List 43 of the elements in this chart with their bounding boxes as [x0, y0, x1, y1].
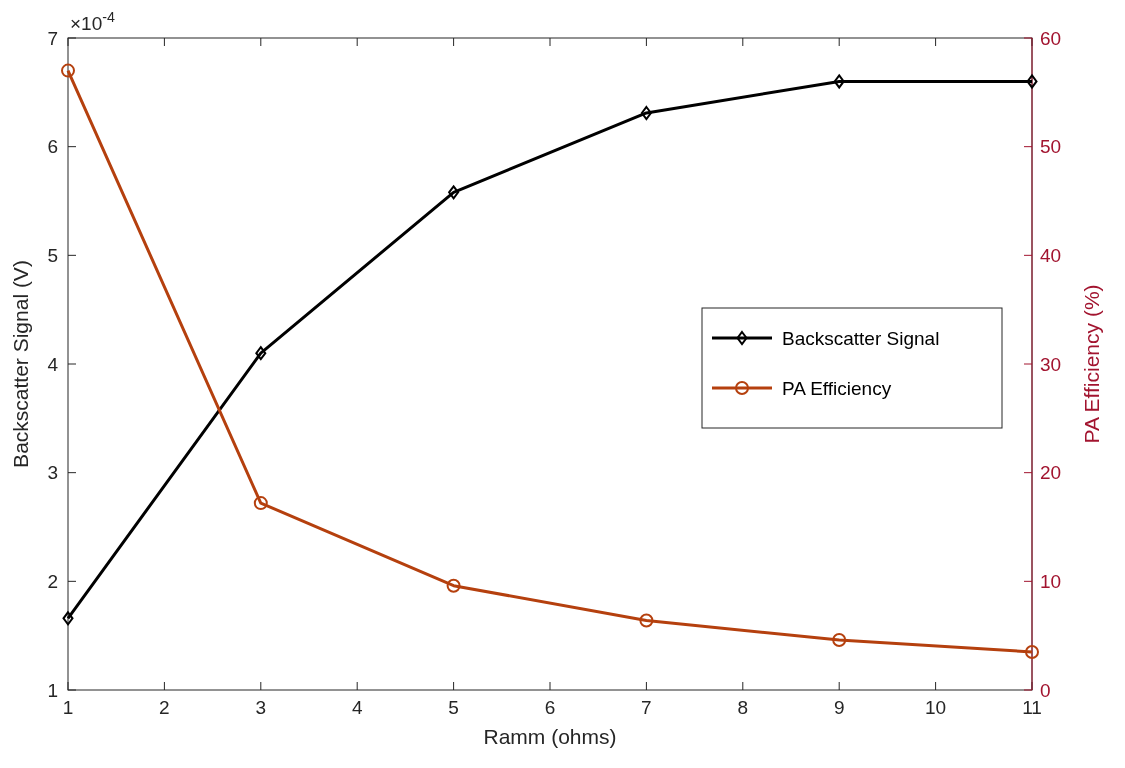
point	[833, 74, 845, 89]
point	[61, 63, 75, 78]
y2-tick-label: 40	[1040, 244, 1062, 266]
point	[255, 346, 267, 361]
x-tick-label: 10	[925, 697, 947, 718]
point	[1025, 644, 1039, 659]
y2-tick-label: 50	[1040, 136, 1062, 158]
point	[640, 105, 652, 120]
y2-axis-title: PA Efficiency (%)	[1080, 284, 1103, 444]
y-tick-label: 7	[47, 27, 58, 49]
legend-label: PA Efficiency	[782, 377, 892, 399]
x-tick-label: 9	[833, 697, 845, 718]
x-tick-label: 5	[448, 697, 459, 718]
x-tick-label: 1	[62, 697, 74, 718]
x-axis-title: Ramm (ohms)	[483, 725, 617, 748]
y-tick-label: 4	[47, 353, 59, 375]
y2-tick-label: 0	[1040, 679, 1051, 701]
y-tick-label: 1	[47, 679, 58, 701]
point	[253, 496, 268, 511]
point	[62, 611, 74, 626]
x-tick-label: 8	[737, 697, 749, 718]
y-tick-label: 2	[47, 570, 58, 592]
point	[1026, 74, 1038, 89]
y-tick-label: 6	[47, 136, 58, 158]
y2-tick-label: 20	[1040, 462, 1062, 484]
y2-tick-label: 60	[1040, 27, 1062, 49]
point	[446, 578, 461, 593]
y-tick-label: 5	[47, 244, 58, 266]
x-tick-label: 2	[159, 697, 170, 718]
x-tick-label: 7	[641, 697, 652, 718]
y2-tick-label: 10	[1040, 570, 1062, 592]
point	[832, 633, 847, 647]
y-tick-label: 3	[47, 462, 58, 484]
y-axis-title: Backscatter Signal (V)	[9, 260, 32, 468]
x-tick-label: 11	[1022, 697, 1042, 718]
point	[639, 613, 654, 628]
legend-label: Backscatter Signal	[782, 327, 940, 349]
x-tick-label: 4	[351, 697, 363, 718]
y2-tick-label: 30	[1040, 353, 1062, 375]
text: ×10$^{-4}$	[70, 9, 115, 34]
x-tick-label: 6	[544, 697, 556, 718]
point	[448, 185, 460, 200]
x-tick-label: 3	[255, 697, 267, 718]
